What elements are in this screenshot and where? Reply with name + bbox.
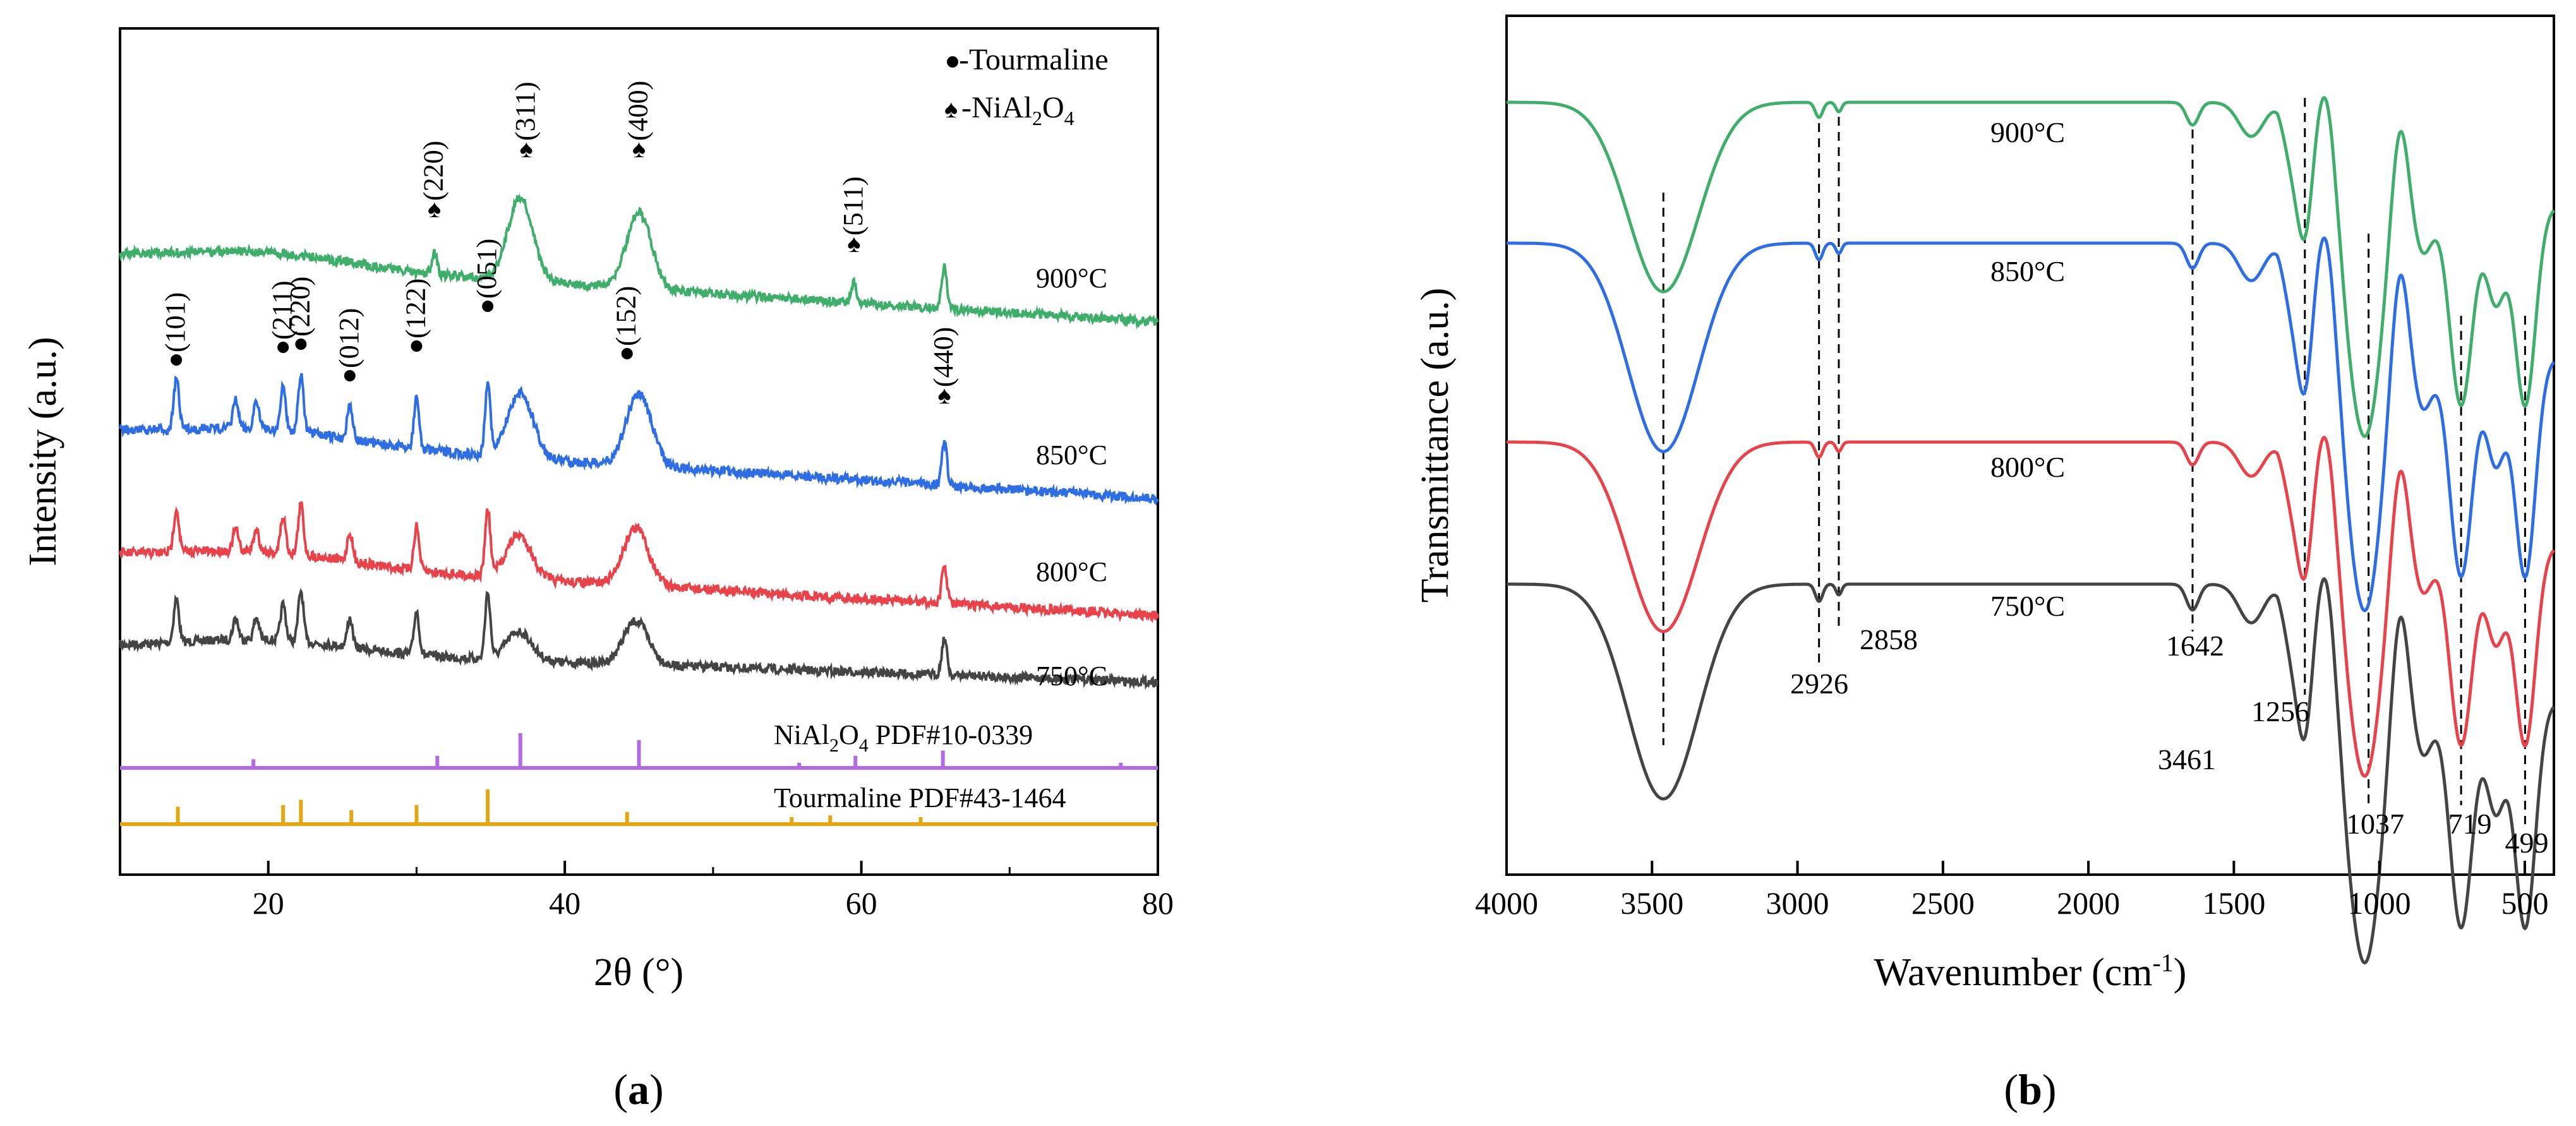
- tourmaline-marker: [411, 340, 423, 352]
- ftir-band-lines: [1662, 98, 2526, 824]
- peak-label: (152): [611, 286, 642, 346]
- nial2o4-marker: ♠: [847, 229, 860, 258]
- xrd-x-ticks: 20 40 60 80: [119, 861, 1174, 921]
- xrd-chart: 20 40 60 80 (101) (211)(220)(012) (122)(051)(…: [21, 27, 1174, 1113]
- xrd-legend: -Tourmaline ♠ -NiAl2O4: [944, 43, 1109, 129]
- xrd-series-line-850: [119, 373, 1159, 506]
- xrd-x-tick-label-80: 80: [1142, 885, 1174, 921]
- legend-tourmaline: -Tourmaline: [959, 43, 1109, 76]
- peak-label: (220): [284, 277, 315, 337]
- band-label-2926: 2926: [1790, 668, 1848, 700]
- band-label-1037: 1037: [2346, 808, 2404, 840]
- band-label-499: 499: [2505, 827, 2549, 859]
- xrd-x-tick-label-20: 20: [253, 885, 284, 921]
- xrd-traces: [119, 193, 1159, 690]
- tourmaline-marker: [482, 301, 494, 312]
- peak-label: (311): [510, 81, 541, 141]
- ftir-series-line-850: [1507, 236, 2555, 613]
- xrd-reference-patterns: [120, 733, 1158, 826]
- ftir-series-label-800: 800°C: [1990, 451, 2065, 483]
- peak-label: (440): [928, 327, 959, 387]
- nial2o4-marker: ♠: [937, 381, 951, 409]
- xrd-peak-annotations: (101) (211)(220)(012) (122)(051)(152)♠(440…: [160, 81, 959, 409]
- ftir-x-ticks: 4000 3500 3000 2500 2000 1500 1000 500: [1475, 861, 2548, 921]
- panel-label-a: (a): [613, 1065, 663, 1113]
- ftir-series-label-850: 850°C: [1990, 255, 2065, 287]
- legend-tourmaline-marker: [947, 56, 958, 68]
- ftir-x-tick-label-4000: 4000: [1475, 885, 1538, 921]
- legend-nial2o4-marker: ♠: [944, 95, 958, 123]
- peak-label: (400): [623, 81, 654, 141]
- nial2o4-marker: ♠: [428, 195, 441, 223]
- xrd-y-axis-label: Intensity (a.u.): [21, 337, 64, 566]
- ftir-series-label-750: 750°C: [1990, 590, 2065, 622]
- peak-label: (511): [838, 176, 869, 236]
- ftir-x-tick-label-1500: 1500: [2202, 885, 2265, 921]
- ftir-plot-frame: [1505, 15, 2555, 876]
- ftir-x-tick-label-3500: 3500: [1620, 885, 1683, 921]
- xrd-x-tick-label-40: 40: [549, 885, 581, 921]
- ftir-series-line-800: [1507, 435, 2555, 778]
- nial2o4-marker: ♠: [632, 135, 646, 163]
- xrd-series-label-750: 750°C: [1036, 661, 1107, 692]
- ftir-x-tick-label-1000: 1000: [2348, 885, 2411, 921]
- xrd-x-axis-label: 2θ (°): [594, 951, 683, 994]
- nial2o4-marker: ♠: [519, 135, 533, 163]
- ftir-x-tick-label-2500: 2500: [1911, 885, 1975, 921]
- panel-label-b: (b): [2004, 1065, 2056, 1113]
- xrd-series-line-800: [119, 501, 1159, 623]
- peak-label: (220): [418, 141, 449, 201]
- xrd-series-label-900: 900°C: [1036, 263, 1107, 294]
- ftir-x-tick-label-2000: 2000: [2057, 885, 2120, 921]
- ftir-x-tick-label-500: 500: [2501, 885, 2548, 921]
- xrd-series-label-850: 850°C: [1036, 440, 1107, 470]
- xrd-series-line-900: [119, 193, 1159, 330]
- band-label-719: 719: [2448, 808, 2492, 840]
- ftir-series-line-900: [1507, 95, 2555, 438]
- tourmaline-marker: [621, 348, 633, 359]
- ftir-x-axis-label: Wavenumber (cm-1): [1874, 949, 2187, 994]
- peak-label: (211): [267, 280, 298, 340]
- ftir-series-label-900: 900°C: [1990, 116, 2065, 148]
- legend-nial2o4: -NiAl2O4: [961, 91, 1074, 129]
- ref-label-tourmaline: Tourmaline PDF#43-1464: [774, 782, 1066, 813]
- tourmaline-marker: [277, 342, 289, 353]
- tourmaline-marker: [295, 338, 307, 350]
- ftir-y-axis-label: Transmittance (a.u.): [1414, 288, 1457, 603]
- tourmaline-marker: [344, 370, 356, 381]
- band-label-2858: 2858: [1860, 623, 1918, 656]
- xrd-x-tick-label-60: 60: [846, 885, 877, 921]
- xrd-series-line-750: [119, 587, 1159, 690]
- ref-label-nial2o4: NiAl2O4 PDF#10-0339: [774, 719, 1033, 756]
- band-label-1642: 1642: [2166, 630, 2224, 662]
- ftir-x-tick-label-3000: 3000: [1766, 885, 1829, 921]
- band-label-1256: 1256: [2251, 695, 2309, 728]
- peak-label: (051): [471, 239, 502, 299]
- ftir-chart: 4000 3500 3000 2500 2000 1500 1000 500 900°C 85…: [1414, 15, 2555, 1113]
- xrd-plot-frame: [119, 27, 1159, 876]
- tourmaline-marker: [171, 354, 183, 366]
- xrd-series-label-800: 800°C: [1036, 556, 1107, 587]
- peak-label: (122): [400, 279, 431, 338]
- peak-label: (101): [160, 292, 191, 352]
- band-label-3461: 3461: [2158, 743, 2216, 776]
- peak-label: (012): [334, 308, 364, 368]
